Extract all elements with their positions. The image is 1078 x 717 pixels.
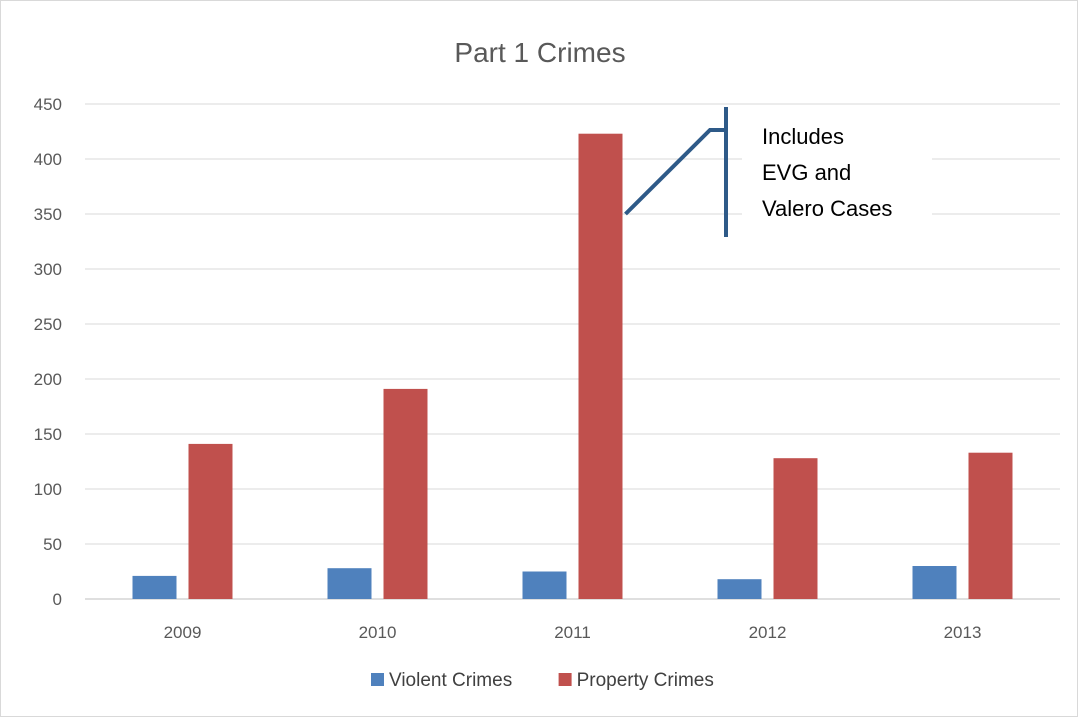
x-tick-label-2009: 2009 [164,623,202,642]
bar-property-crimes-2012 [773,458,818,599]
y-tick-label-450: 450 [34,95,62,114]
legend: Violent Crimes Property Crimes [371,670,714,691]
bar-violent-crimes-2013 [912,566,957,599]
callout-text-line: Valero Cases [762,196,892,221]
bar-property-crimes-2011 [578,133,623,599]
bar-violent-crimes-2011 [522,571,567,599]
bar-violent-crimes-2009 [132,575,177,599]
callout-box [742,116,932,242]
bar-property-crimes-2010 [383,388,428,599]
chart-title: Part 1 Crimes [454,37,625,68]
bar-property-crimes-2013 [968,452,1013,599]
bars [132,133,1013,599]
legend-swatch-property-crimes [558,673,572,686]
x-tick-label-2010: 2010 [359,623,397,642]
legend-label-violent-crimes: Violent Crimes [389,670,512,691]
callout-text-line: EVG and [762,160,851,185]
y-tick-label-0: 0 [53,590,62,609]
callout-annotation: Includes EVG and Valero Cases [624,107,932,242]
bar-violent-crimes-2012 [717,579,762,599]
x-tick-label-2013: 2013 [944,623,982,642]
y-tick-label-300: 300 [34,260,62,279]
x-tick-label-2011: 2011 [554,623,591,642]
x-tick-label-2012: 2012 [749,623,787,642]
bar-property-crimes-2009 [188,443,233,599]
y-tick-label-150: 150 [34,425,62,444]
y-tick-label-100: 100 [34,480,62,499]
legend-label-property-crimes: Property Crimes [577,670,714,691]
y-tick-label-350: 350 [34,205,62,224]
legend-swatch-violent-crimes [371,673,384,686]
y-tick-label-200: 200 [34,370,62,389]
gridlines [85,103,1060,600]
x-axis-tick-labels: 2009 2010 2011 2012 2013 [164,623,982,642]
y-tick-label-250: 250 [34,315,62,334]
callout-text-line: Includes [762,124,844,149]
bar-violent-crimes-2010 [327,568,372,599]
y-axis-tick-labels: 0 50 100 150 200 250 300 350 400 450 [34,95,62,609]
callout-leader-line [624,128,726,216]
y-tick-label-400: 400 [34,150,62,169]
y-tick-label-50: 50 [43,535,62,554]
